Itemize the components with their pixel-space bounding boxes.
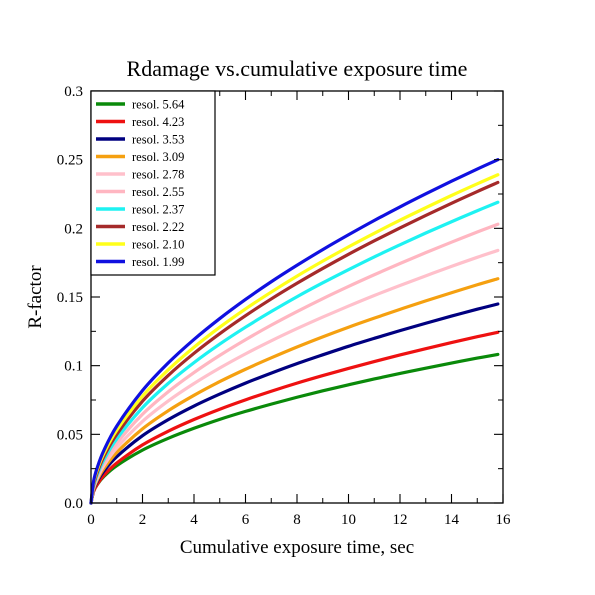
y-tick-label: 0.2 bbox=[64, 221, 83, 237]
y-tick-label: 0.0 bbox=[64, 496, 83, 512]
series-line-3 bbox=[89, 277, 500, 505]
legend-label-3: resol. 3.09 bbox=[132, 150, 184, 164]
y-tick-label: 0.3 bbox=[64, 84, 83, 100]
x-tick-label: 0 bbox=[87, 512, 95, 528]
x-tick-label: 16 bbox=[496, 512, 512, 528]
legend-label-7: resol. 2.22 bbox=[132, 220, 184, 234]
chart-title: Rdamage vs.cumulative exposure time bbox=[127, 56, 468, 81]
x-tick-label: 12 bbox=[393, 512, 408, 528]
legend-label-9: resol. 1.99 bbox=[132, 255, 184, 269]
legend-label-4: resol. 2.78 bbox=[132, 168, 184, 182]
y-tick-label: 0.1 bbox=[64, 359, 83, 375]
legend-label-1: resol. 4.23 bbox=[132, 115, 184, 129]
x-tick-label: 10 bbox=[341, 512, 356, 528]
legend-label-0: resol. 5.64 bbox=[132, 98, 185, 112]
x-tick-label: 14 bbox=[444, 512, 460, 528]
legend-label-5: resol. 2.55 bbox=[132, 185, 184, 199]
series-layer bbox=[89, 158, 500, 505]
x-tick-label: 2 bbox=[139, 512, 147, 528]
series-line-4 bbox=[89, 248, 500, 505]
series-line-1 bbox=[89, 330, 500, 505]
legend-label-8: resol. 2.10 bbox=[132, 238, 184, 252]
legend: resol. 5.64 resol. 4.23 resol. 3.53 resol. … bbox=[90, 90, 216, 276]
y-tick-label: 0.15 bbox=[57, 290, 83, 306]
x-tick-label: 8 bbox=[293, 512, 301, 528]
legend-label-6: resol. 2.37 bbox=[132, 203, 184, 217]
y-axis-label: R-factor bbox=[25, 265, 46, 329]
x-tick-label: 6 bbox=[242, 512, 250, 528]
y-tick-label: 0.25 bbox=[57, 153, 83, 169]
y-tick-label: 0.05 bbox=[57, 427, 83, 443]
x-axis-label: Cumulative exposure time, sec bbox=[180, 537, 414, 558]
legend-label-2: resol. 3.53 bbox=[132, 133, 184, 147]
series-line-9 bbox=[89, 158, 500, 505]
x-tick-label: 4 bbox=[190, 512, 198, 528]
